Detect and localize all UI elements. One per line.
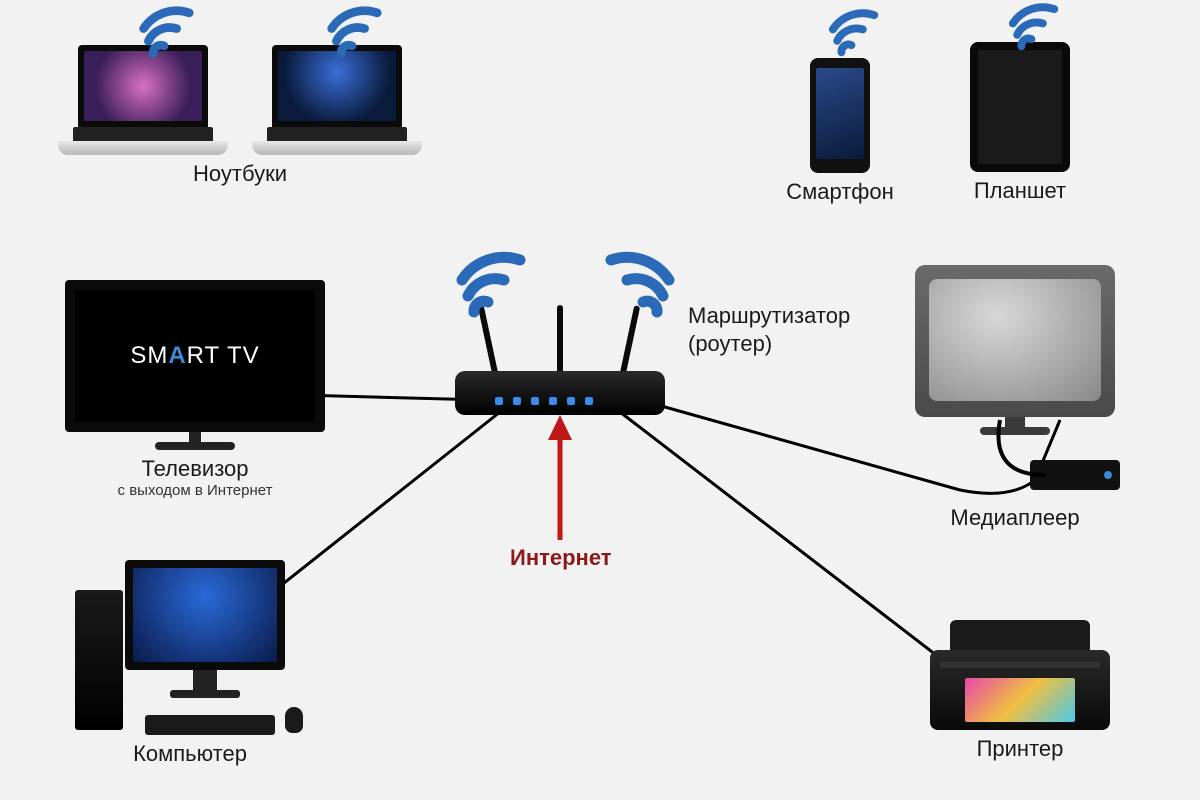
crt-tv-icon <box>915 265 1115 435</box>
wifi-icon <box>605 250 685 320</box>
tv-sublabel: с выходом в Интернет <box>55 482 335 499</box>
tv-label: Телевизор <box>55 456 335 482</box>
laptops-group: Ноутбуки <box>55 45 425 187</box>
wifi-icon <box>446 250 526 320</box>
mediabox-cable <box>990 415 1110 495</box>
wifi-icon <box>1000 2 1060 52</box>
wifi-icon <box>130 5 195 60</box>
computer-label: Компьютер <box>65 741 315 767</box>
router-label: Маршрутизатор (роутер) <box>688 302 850 357</box>
network-diagram: Маршрутизатор (роутер) Интернет Ноутбуки… <box>0 0 1200 800</box>
computer-device: Компьютер <box>65 560 315 767</box>
router-device <box>455 355 665 415</box>
wifi-icon <box>820 8 880 58</box>
tablet-icon <box>970 42 1070 172</box>
printer-device: Принтер <box>920 620 1120 762</box>
desktop-icon <box>75 560 305 735</box>
smarttv-device: SMART TV Телевизор с выходом в Интернет <box>55 280 335 499</box>
smarttv-logo: SMART TV <box>130 342 259 370</box>
mediaplayer-device: Медиаплеер <box>900 265 1130 531</box>
smartphone-label: Смартфон <box>780 179 900 205</box>
tablet-device: Планшет <box>950 42 1090 204</box>
laptops-label: Ноутбуки <box>55 161 425 187</box>
tablet-label: Планшет <box>950 178 1090 204</box>
laptop-icon <box>252 45 422 155</box>
printer-icon <box>930 620 1110 730</box>
tv-icon: SMART TV <box>65 280 325 450</box>
smartphone-device: Смартфон <box>780 58 900 205</box>
phone-icon <box>810 58 870 173</box>
internet-label: Интернет <box>510 545 612 571</box>
media-label: Медиаплеер <box>900 505 1130 531</box>
printer-label: Принтер <box>920 736 1120 762</box>
wifi-icon <box>318 5 383 60</box>
laptop-icon <box>58 45 228 155</box>
